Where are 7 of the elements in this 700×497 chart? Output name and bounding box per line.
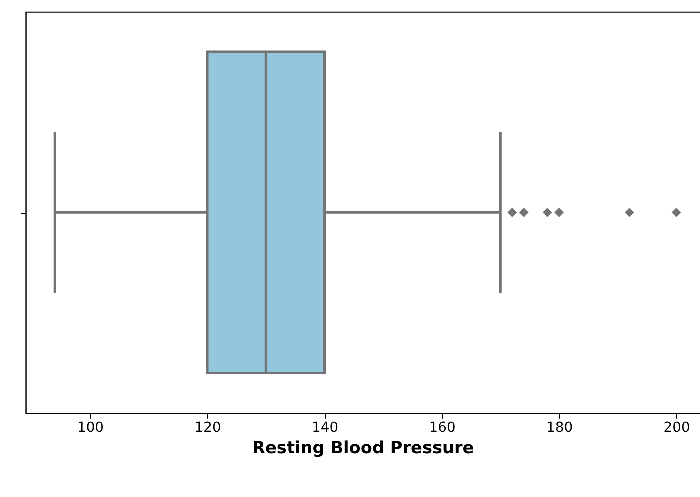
x-tick-label: 120 — [194, 420, 222, 436]
x-tick-label: 140 — [312, 420, 339, 436]
x-axis-title: Resting Blood Pressure — [252, 438, 474, 458]
x-tick-label: 100 — [78, 420, 104, 436]
x-tick-label: 160 — [429, 420, 456, 436]
x-tick-label: 200 — [664, 420, 690, 436]
x-tick-label: 180 — [546, 420, 574, 436]
